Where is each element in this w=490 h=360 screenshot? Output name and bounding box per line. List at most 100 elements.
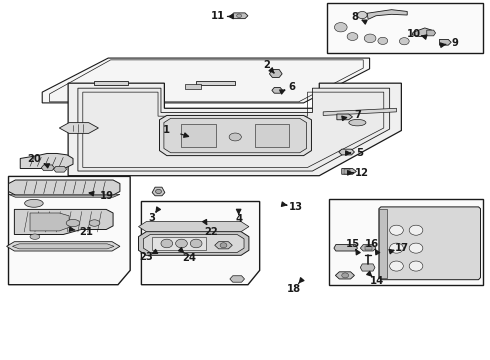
Text: 15: 15	[345, 239, 360, 249]
Polygon shape	[8, 180, 120, 195]
Polygon shape	[440, 40, 451, 45]
Polygon shape	[142, 202, 260, 285]
Circle shape	[175, 239, 187, 248]
Polygon shape	[339, 149, 354, 155]
Polygon shape	[78, 88, 390, 171]
Polygon shape	[379, 209, 387, 278]
Text: 21: 21	[80, 227, 94, 237]
Polygon shape	[272, 87, 283, 93]
Polygon shape	[231, 13, 248, 19]
Circle shape	[357, 12, 367, 19]
Polygon shape	[337, 114, 352, 120]
Polygon shape	[270, 69, 282, 77]
Circle shape	[399, 38, 409, 45]
Polygon shape	[6, 242, 120, 251]
Polygon shape	[41, 165, 54, 171]
Text: 22: 22	[204, 227, 218, 237]
Polygon shape	[335, 272, 354, 279]
Polygon shape	[164, 118, 307, 153]
Polygon shape	[412, 28, 432, 37]
Polygon shape	[323, 108, 396, 116]
Circle shape	[378, 37, 388, 44]
Polygon shape	[255, 124, 289, 147]
Text: 14: 14	[370, 276, 384, 286]
Polygon shape	[181, 124, 216, 147]
Polygon shape	[427, 30, 436, 36]
Polygon shape	[68, 83, 401, 176]
Polygon shape	[14, 210, 113, 234]
Circle shape	[342, 273, 348, 278]
Circle shape	[390, 261, 403, 271]
Polygon shape	[8, 176, 130, 285]
Polygon shape	[12, 244, 114, 249]
Bar	[343, 169, 349, 174]
Polygon shape	[215, 242, 232, 249]
Text: 19: 19	[100, 191, 114, 201]
Polygon shape	[152, 237, 206, 249]
Text: 10: 10	[407, 29, 420, 39]
Ellipse shape	[24, 199, 43, 207]
Text: 9: 9	[452, 38, 459, 48]
Text: 16: 16	[365, 239, 379, 249]
Circle shape	[237, 14, 242, 18]
Polygon shape	[8, 194, 120, 197]
Polygon shape	[196, 81, 235, 85]
Polygon shape	[42, 58, 369, 103]
Text: 12: 12	[355, 168, 369, 178]
Polygon shape	[144, 234, 244, 252]
Circle shape	[334, 23, 347, 32]
Polygon shape	[360, 264, 375, 271]
Ellipse shape	[229, 133, 242, 141]
Polygon shape	[139, 222, 249, 231]
Bar	[327, 3, 484, 53]
Ellipse shape	[349, 120, 366, 126]
Circle shape	[409, 225, 423, 235]
Circle shape	[220, 243, 227, 248]
Text: 23: 23	[140, 252, 153, 262]
Polygon shape	[342, 168, 356, 174]
Text: 8: 8	[351, 12, 359, 22]
Circle shape	[409, 243, 423, 253]
Ellipse shape	[30, 234, 40, 239]
Polygon shape	[59, 123, 98, 134]
Polygon shape	[367, 10, 407, 19]
Text: 4: 4	[235, 215, 242, 224]
Ellipse shape	[66, 220, 80, 226]
Text: 6: 6	[289, 82, 295, 92]
Polygon shape	[230, 276, 245, 282]
Text: 11: 11	[211, 12, 225, 22]
Polygon shape	[232, 203, 245, 211]
Circle shape	[409, 261, 423, 271]
Circle shape	[390, 243, 403, 253]
Text: 1: 1	[163, 125, 171, 135]
Bar	[365, 246, 372, 250]
Text: 20: 20	[27, 154, 41, 164]
Polygon shape	[159, 116, 312, 156]
Bar	[233, 202, 244, 205]
Polygon shape	[94, 81, 128, 85]
Polygon shape	[20, 153, 73, 168]
Polygon shape	[329, 199, 484, 285]
Ellipse shape	[89, 220, 100, 226]
Text: 3: 3	[149, 213, 156, 222]
Polygon shape	[379, 207, 481, 280]
Circle shape	[190, 239, 202, 248]
Circle shape	[156, 189, 161, 194]
Polygon shape	[334, 244, 357, 251]
Polygon shape	[152, 187, 165, 196]
Circle shape	[364, 34, 376, 42]
Circle shape	[390, 225, 403, 235]
Text: 24: 24	[182, 253, 196, 263]
Text: 2: 2	[264, 60, 270, 70]
Text: 17: 17	[394, 243, 408, 253]
Polygon shape	[139, 231, 249, 255]
Text: 7: 7	[354, 111, 361, 121]
Text: 13: 13	[289, 202, 303, 212]
Circle shape	[347, 33, 358, 41]
Text: 5: 5	[356, 148, 363, 158]
Polygon shape	[30, 213, 69, 231]
Text: 18: 18	[287, 284, 301, 294]
Polygon shape	[360, 244, 376, 251]
Circle shape	[161, 239, 172, 248]
Polygon shape	[53, 166, 67, 172]
